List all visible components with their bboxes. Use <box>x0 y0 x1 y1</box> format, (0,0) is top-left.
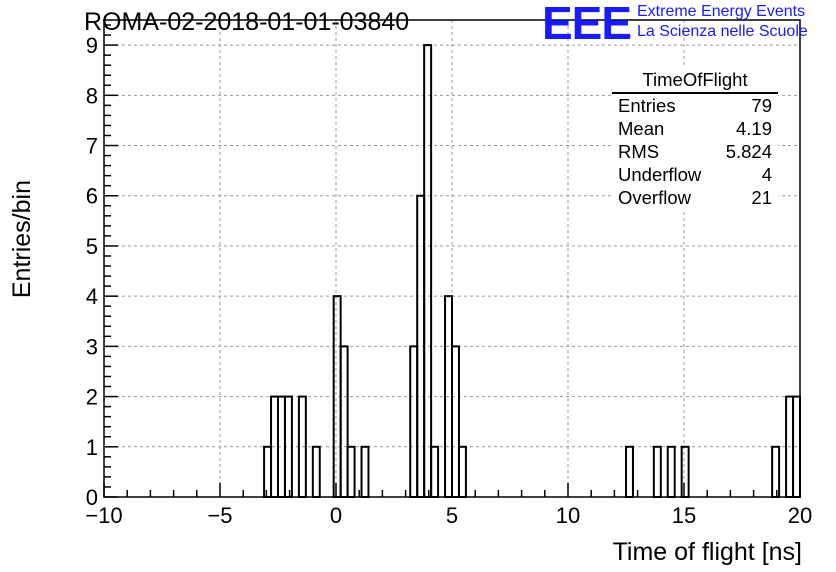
x-axis-label: Time of flight [ns] <box>613 538 802 566</box>
y-tick-label: 8 <box>86 83 98 108</box>
stats-value: 4 <box>761 164 772 185</box>
y-tick-label: 7 <box>86 134 98 159</box>
stats-value: 79 <box>751 95 772 116</box>
stats-box: TimeOfFlight Entries 79 Mean 4.19 RMS 5.824 Un… <box>612 68 778 209</box>
stats-row: Entries 79 <box>612 94 778 117</box>
stats-row: Underflow 4 <box>612 163 778 186</box>
y-axis-label: Entries/bin <box>8 180 36 298</box>
eee-logo: EEE <box>542 0 632 49</box>
y-tick-label: 0 <box>86 485 98 510</box>
logo-line-2: La Scienza nelle Scuole <box>637 23 808 40</box>
stats-label: RMS <box>618 141 660 162</box>
histogram-bin <box>360 445 370 498</box>
y-axis-ticks: 0 1 2 3 4 5 6 7 8 9 <box>86 24 118 510</box>
histogram-bin <box>451 345 460 498</box>
x-tick-label: 20 <box>788 503 812 528</box>
stats-label: Overflow <box>618 187 691 208</box>
y-tick-label: 6 <box>86 184 98 209</box>
histogram-bin <box>771 445 781 498</box>
stats-row: Overflow 21 <box>612 186 778 209</box>
plot-title: ROMA-02-2018-01-01-03840 <box>84 8 410 36</box>
stats-row: Mean 4.19 <box>612 117 778 140</box>
histogram-bin <box>311 445 321 498</box>
histogram-bin <box>652 445 662 498</box>
histogram-bin <box>680 445 690 498</box>
x-tick-label: 0 <box>330 503 342 528</box>
y-tick-label: 2 <box>86 385 98 410</box>
stats-label: Entries <box>618 95 676 116</box>
y-tick-label: 3 <box>86 334 98 359</box>
x-tick-label: 5 <box>446 503 458 528</box>
x-tick-label: 15 <box>672 503 696 528</box>
histogram-bin <box>263 445 273 498</box>
stats-title: TimeOfFlight <box>612 68 778 94</box>
y-tick-label: 5 <box>86 234 98 259</box>
stats-value: 21 <box>751 187 772 208</box>
y-tick-label: 1 <box>86 435 98 460</box>
stats-value: 5.824 <box>725 141 772 162</box>
histogram-bin <box>409 345 419 498</box>
histogram-bin <box>666 445 676 498</box>
stats-row: RMS 5.824 <box>612 140 778 163</box>
stats-label: Underflow <box>618 164 702 185</box>
y-tick-label: 9 <box>86 33 98 58</box>
logo-caption: Extreme Energy Events La Scienza nelle S… <box>637 2 808 42</box>
logo-line-1: Extreme Energy Events <box>637 3 806 20</box>
x-tick-label: −10 <box>85 503 122 528</box>
x-tick-label: 10 <box>556 503 580 528</box>
y-tick-label: 4 <box>86 284 98 309</box>
histogram-bin <box>430 445 440 498</box>
histogram-bin <box>457 445 467 498</box>
histogram-bin <box>423 44 433 499</box>
x-tick-label: −5 <box>207 503 232 528</box>
histogram-bin <box>339 345 349 498</box>
histogram-bin <box>346 445 356 498</box>
stats-value: 4.19 <box>735 118 772 139</box>
stats-label: Mean <box>618 118 665 139</box>
x-axis-ticks: −10 −5 0 5 10 15 20 <box>85 483 812 528</box>
histogram-bars <box>263 44 801 499</box>
histogram-bin <box>625 445 634 498</box>
